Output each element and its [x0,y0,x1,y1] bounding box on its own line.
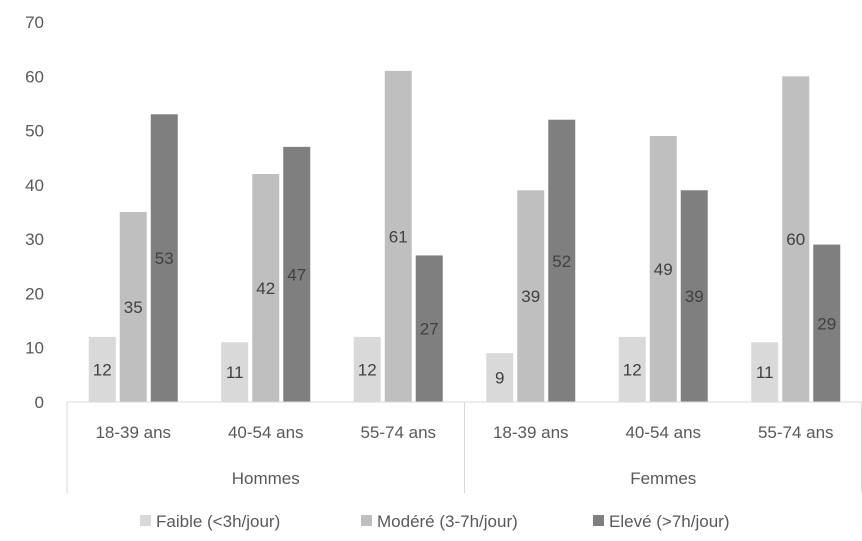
data-label: 11 [226,363,244,382]
data-label: 49 [654,260,673,279]
data-label: 11 [756,363,774,382]
y-axis: 0 10 20 30 40 50 60 70 [25,13,44,412]
bar [782,76,810,403]
bar [415,255,443,402]
x-tick-label: 55-74 ans [758,423,834,442]
data-label: 39 [685,287,704,306]
bar [813,244,841,402]
y-tick-label: 40 [25,176,44,195]
x-tick-label: 40-54 ans [625,423,701,442]
legend-swatch [593,515,604,526]
legend: Faible (<3h/jour) Modéré (3-7h/jour) Elevé… [140,512,729,531]
x-tick-label: 18-39 ans [95,423,171,442]
group-label: Femmes [630,469,696,488]
data-label: 29 [817,314,836,333]
legend-label: Faible (<3h/jour) [156,512,280,531]
legend-label: Modéré (3-7h/jour) [377,512,518,531]
bar [119,212,147,402]
x-tick-label: 40-54 ans [228,423,304,442]
data-label: 27 [420,320,439,339]
data-label: 9 [495,369,504,388]
data-label: 52 [552,252,571,271]
data-label: 42 [256,279,275,298]
data-label: 12 [358,360,377,379]
legend-label: Elevé (>7h/jour) [609,512,729,531]
bar [618,336,646,402]
bar [486,353,514,402]
bar [548,119,576,402]
bar [150,114,178,403]
data-label: 12 [623,360,642,379]
x-axis: 18-39 ans 40-54 ans 55-74 ans 18-39 ans 40-5… [66,401,862,493]
bar [751,342,779,402]
data-label: 60 [786,230,805,249]
bar [680,190,708,402]
bar [283,146,311,402]
y-tick-label: 70 [25,13,44,32]
bar [384,70,412,402]
y-tick-label: 60 [25,67,44,86]
bar [649,136,677,402]
y-tick-label: 30 [25,230,44,249]
bar [88,336,116,402]
bar [353,336,381,402]
y-tick-label: 10 [25,339,44,358]
data-label: 35 [124,298,143,317]
data-label: 39 [521,287,540,306]
bar [221,342,249,402]
data-label: 12 [93,360,112,379]
bar [517,190,545,402]
y-tick-label: 20 [25,284,44,303]
x-tick-label: 18-39 ans [493,423,569,442]
data-label: 53 [155,249,174,268]
data-label: 61 [389,227,408,246]
group-label: Hommes [232,469,300,488]
x-tick-label: 55-74 ans [360,423,436,442]
bar [252,174,280,402]
legend-swatch [140,515,151,526]
data-label: 47 [287,265,306,284]
legend-swatch [361,515,372,526]
bars: 12 35 53 11 42 47 12 61 27 9 39 52 12 49 39 11 60 29 [88,70,841,403]
y-tick-label: 50 [25,122,44,141]
y-tick-label: 0 [35,393,44,412]
